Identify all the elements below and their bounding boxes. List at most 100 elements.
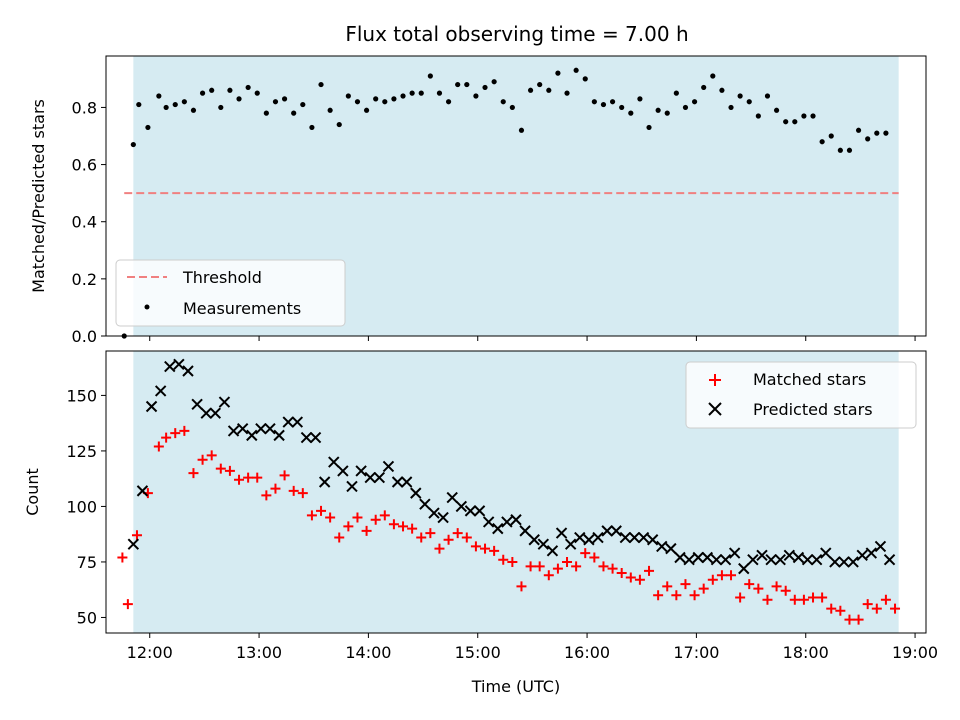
predicted-star-point xyxy=(564,538,577,550)
predicted-star-point xyxy=(446,491,458,504)
predicted-star-point xyxy=(601,525,613,537)
matched-star-point xyxy=(243,472,254,483)
top-y-tick-label: 0.6 xyxy=(72,156,97,175)
matched-star-point xyxy=(170,428,181,439)
matched-star-point xyxy=(416,532,427,543)
matched-star-point xyxy=(735,592,746,603)
measurement-point xyxy=(156,93,162,99)
measurement-point xyxy=(582,76,588,82)
matched-star-point xyxy=(835,605,846,616)
matched-star-point xyxy=(552,563,563,574)
measurement-point xyxy=(810,113,816,119)
predicted-star-point xyxy=(610,525,622,537)
predicted-star-point xyxy=(182,365,194,377)
measurement-point xyxy=(527,87,534,93)
matched-star-point xyxy=(179,425,190,436)
matched-star-point xyxy=(361,525,372,536)
predicted-star-point xyxy=(391,476,404,488)
predicted-star-point xyxy=(273,429,285,442)
measurement-point xyxy=(190,107,197,113)
bottom-y-tick-label: 50 xyxy=(77,608,97,627)
measurement-point xyxy=(609,99,616,105)
predicted-star-point xyxy=(765,554,777,566)
matched-stars-legend-marker xyxy=(709,374,721,386)
top-x-ticks xyxy=(149,336,916,341)
predicted-star-point xyxy=(865,547,878,559)
measurement-point xyxy=(130,141,136,148)
matched-star-point xyxy=(498,554,509,565)
measurement-point xyxy=(783,119,789,125)
predicted-star-point xyxy=(328,456,340,468)
matched-star-point xyxy=(434,543,445,554)
top-panel: 0.00.20.40.60.8 Matched/Predicted stars … xyxy=(29,55,927,346)
chart-title: Flux total observing time = 7.00 h xyxy=(345,22,688,46)
measurement-point xyxy=(145,124,151,131)
matched-star-point xyxy=(707,574,718,585)
bottom-axes-frame xyxy=(105,350,927,634)
predicted-star-point xyxy=(154,385,167,397)
predicted-star-point xyxy=(710,554,723,566)
measurement-point xyxy=(363,107,370,113)
predicted-star-point xyxy=(473,505,486,517)
matched-star-point xyxy=(407,523,418,534)
measurement-point xyxy=(436,90,443,96)
predicted-star-point xyxy=(410,487,422,499)
top-y-axis-label: Matched/Predicted stars xyxy=(29,99,48,293)
predicted-star-point xyxy=(337,465,349,477)
matched-star-point xyxy=(461,532,472,543)
measurement-point xyxy=(464,81,470,88)
predicted-star-point xyxy=(364,471,376,484)
bottom-y-axis-label: Count xyxy=(23,468,42,516)
measurement-point xyxy=(773,107,780,113)
predicted-star-point xyxy=(683,554,695,566)
predicted-star-point xyxy=(856,549,868,561)
matched-star-point xyxy=(771,581,782,592)
x-tick-label: 19:00 xyxy=(892,643,938,662)
bottom-legend-box xyxy=(685,361,917,429)
predicted-star-point xyxy=(373,471,386,484)
measurement-point xyxy=(591,99,597,105)
predicted-star-point xyxy=(646,534,659,546)
predicted-star-point xyxy=(583,534,595,546)
measurement-point xyxy=(655,107,661,113)
measurement-point xyxy=(837,147,843,153)
matched-star-point xyxy=(716,570,727,581)
predicted-star-point xyxy=(492,522,504,535)
predicted-star-point xyxy=(883,554,896,566)
predicted-star-point xyxy=(738,562,750,575)
matched-star-point xyxy=(388,519,399,530)
measurement-point xyxy=(263,110,269,116)
predicted-star-point xyxy=(847,556,859,568)
matched-star-point xyxy=(161,432,172,443)
predicted-star-point xyxy=(783,549,796,561)
predicted-star-point xyxy=(127,538,140,550)
matched-star-point xyxy=(780,585,791,596)
measurement-point xyxy=(354,99,361,105)
matched-star-point xyxy=(625,572,636,583)
matched-star-point xyxy=(853,614,864,625)
matched-star-point xyxy=(644,565,655,576)
measurement-point xyxy=(455,81,461,88)
predicted-star-point xyxy=(637,531,650,544)
measurement-point xyxy=(473,93,479,99)
bottom-y-tick-label: 100 xyxy=(66,497,97,516)
matched-star-point xyxy=(862,599,873,610)
predicted-star-point xyxy=(592,531,604,544)
measurement-point xyxy=(710,73,716,79)
measurement-point xyxy=(181,99,187,105)
measurement-point xyxy=(564,90,570,96)
predicted-star-point xyxy=(173,358,185,371)
top-y-tick-label: 0.0 xyxy=(72,327,97,346)
matched-star-point xyxy=(489,545,500,556)
predicted-star-point xyxy=(246,429,258,442)
bottom-y-tick-label: 125 xyxy=(66,442,97,461)
measurement-point xyxy=(500,99,506,105)
measurement-point xyxy=(445,99,452,105)
matched-star-point xyxy=(379,510,390,521)
predicted-star-point xyxy=(382,460,395,473)
measurement-point xyxy=(819,139,825,145)
predicted-star-point xyxy=(264,423,276,435)
predicted-star-point xyxy=(665,542,677,555)
predicted-star-point xyxy=(546,545,559,557)
